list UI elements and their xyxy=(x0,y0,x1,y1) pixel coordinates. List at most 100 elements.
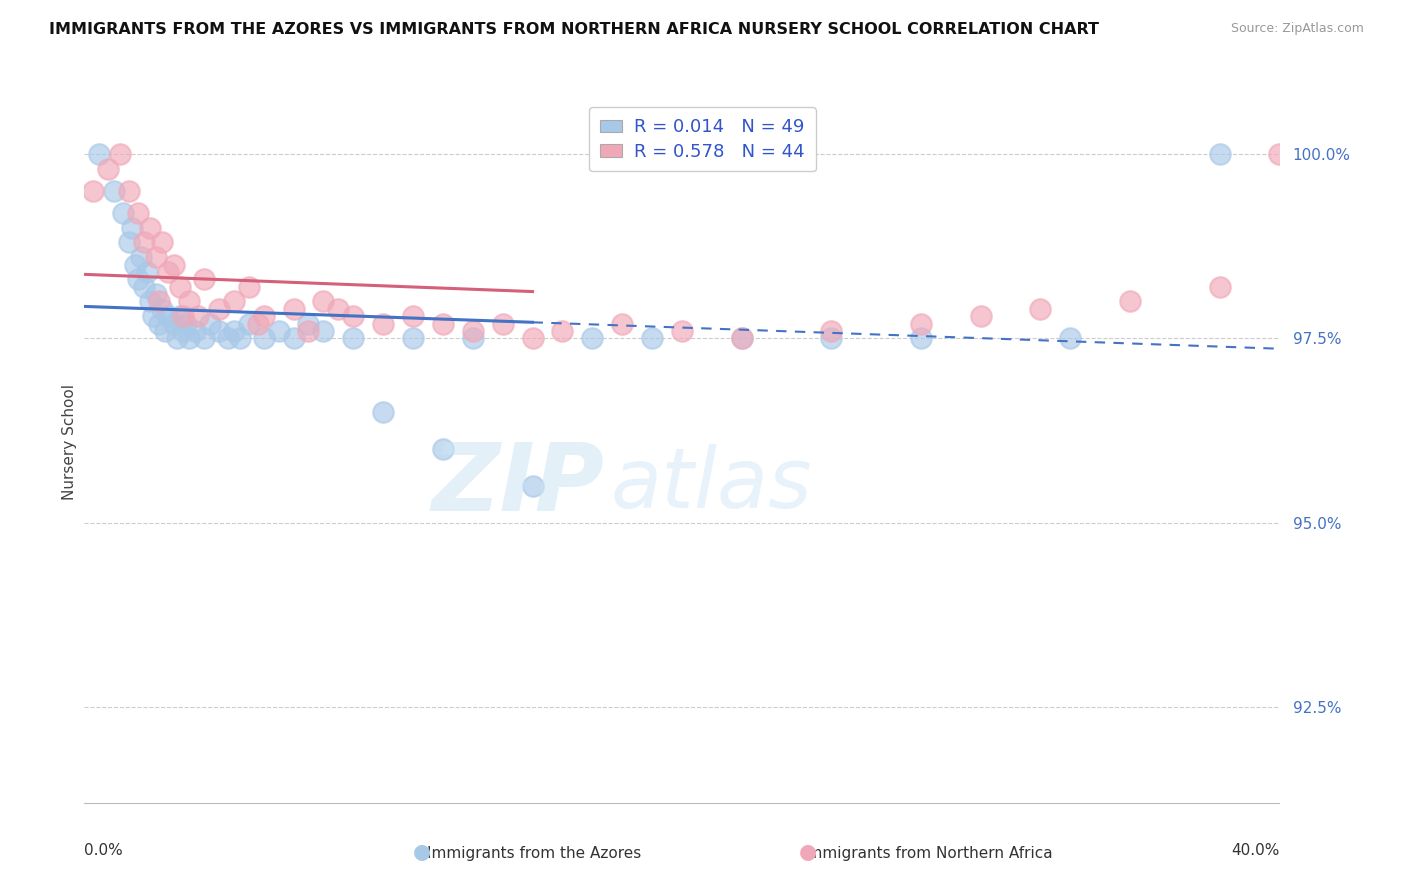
Point xyxy=(208,301,231,316)
Point xyxy=(142,309,165,323)
Point xyxy=(402,331,425,345)
Point xyxy=(641,331,664,345)
Point xyxy=(157,309,180,323)
Point xyxy=(163,258,186,272)
Text: 40.0%: 40.0% xyxy=(1232,843,1279,857)
Point xyxy=(136,265,159,279)
Point xyxy=(139,220,162,235)
Point xyxy=(297,317,319,331)
Text: Source: ZipAtlas.com: Source: ZipAtlas.com xyxy=(1230,22,1364,36)
Point xyxy=(910,331,932,345)
Point xyxy=(283,331,305,345)
Text: 0.0%: 0.0% xyxy=(84,843,124,857)
Point xyxy=(1209,147,1232,161)
Point xyxy=(492,317,515,331)
Point xyxy=(187,309,209,323)
Point xyxy=(132,235,156,250)
Point xyxy=(110,147,132,161)
Text: ●: ● xyxy=(413,842,430,862)
Point xyxy=(342,309,364,323)
Point xyxy=(82,184,104,198)
Point xyxy=(222,294,245,309)
Point xyxy=(432,442,454,456)
Point xyxy=(820,331,842,345)
Point xyxy=(166,331,188,345)
Point xyxy=(172,324,194,338)
Point xyxy=(402,309,425,323)
Point xyxy=(177,294,200,309)
Point xyxy=(163,317,186,331)
Text: ZIP: ZIP xyxy=(432,439,605,531)
Point xyxy=(145,250,167,264)
Point xyxy=(1029,301,1052,316)
Point xyxy=(148,294,170,309)
Point xyxy=(522,331,544,345)
Point xyxy=(342,331,364,345)
Point xyxy=(153,324,176,338)
Point xyxy=(184,324,207,338)
Point xyxy=(253,309,276,323)
Point xyxy=(1059,331,1081,345)
Point xyxy=(127,272,149,286)
Point xyxy=(124,258,146,272)
Point xyxy=(169,279,191,293)
Point xyxy=(145,287,167,301)
Point xyxy=(118,184,141,198)
Point xyxy=(193,331,215,345)
Point xyxy=(193,272,215,286)
Point xyxy=(461,324,484,338)
Point xyxy=(373,317,395,331)
Point xyxy=(461,331,484,345)
Point xyxy=(169,309,191,323)
Point xyxy=(238,317,260,331)
Text: Immigrants from Northern Africa: Immigrants from Northern Africa xyxy=(803,847,1053,861)
Point xyxy=(283,301,305,316)
Point xyxy=(1268,147,1291,161)
Point xyxy=(97,161,120,176)
Point xyxy=(174,317,197,331)
Point xyxy=(612,317,634,331)
Point xyxy=(132,279,156,293)
Text: IMMIGRANTS FROM THE AZORES VS IMMIGRANTS FROM NORTHERN AFRICA NURSERY SCHOOL COR: IMMIGRANTS FROM THE AZORES VS IMMIGRANTS… xyxy=(49,22,1099,37)
Text: atlas: atlas xyxy=(610,444,811,525)
Point xyxy=(127,206,149,220)
Point xyxy=(208,324,231,338)
Point xyxy=(581,331,603,345)
Point xyxy=(217,331,239,345)
Point xyxy=(970,309,993,323)
Point xyxy=(731,331,754,345)
Point xyxy=(432,317,454,331)
Point xyxy=(148,317,170,331)
Point xyxy=(177,331,200,345)
Point xyxy=(89,147,111,161)
Point xyxy=(121,220,143,235)
Point xyxy=(198,317,221,331)
Text: Immigrants from the Azores: Immigrants from the Azores xyxy=(427,847,641,861)
Point xyxy=(373,405,395,419)
Point xyxy=(222,324,245,338)
Point xyxy=(118,235,141,250)
Point xyxy=(150,301,173,316)
Point xyxy=(246,317,269,331)
Point xyxy=(551,324,574,338)
Point xyxy=(172,309,194,323)
Point xyxy=(112,206,135,220)
Point xyxy=(731,331,754,345)
Point xyxy=(253,331,276,345)
Point xyxy=(820,324,842,338)
Point xyxy=(129,250,152,264)
Point xyxy=(328,301,350,316)
Point xyxy=(157,265,180,279)
Text: ●: ● xyxy=(800,842,817,862)
Point xyxy=(910,317,932,331)
Legend: R = 0.014   N = 49, R = 0.578   N = 44: R = 0.014 N = 49, R = 0.578 N = 44 xyxy=(589,107,815,171)
Point xyxy=(103,184,125,198)
Point xyxy=(1119,294,1142,309)
Point xyxy=(267,324,290,338)
Point xyxy=(522,479,544,493)
Point xyxy=(150,235,173,250)
Point xyxy=(297,324,319,338)
Point xyxy=(312,294,335,309)
Y-axis label: Nursery School: Nursery School xyxy=(62,384,77,500)
Point xyxy=(671,324,693,338)
